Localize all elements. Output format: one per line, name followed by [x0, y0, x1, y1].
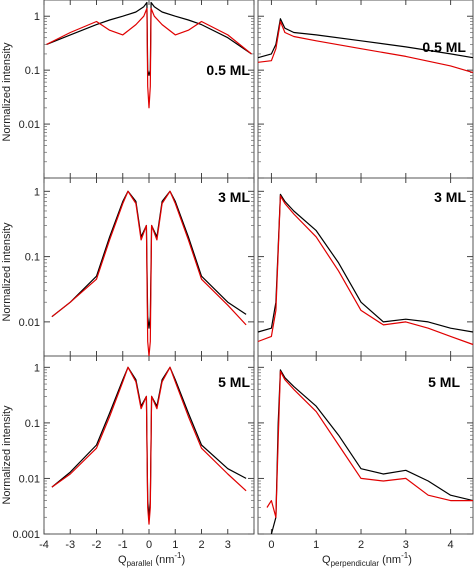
- x-tick-label-right: 4: [448, 539, 454, 551]
- panel-frame-left-top: [43, 0, 255, 179]
- x-tick-label-right: 1: [313, 539, 319, 551]
- x-tick-label-right: 2: [358, 539, 364, 551]
- y-tick-label-left-middle: 0.1: [25, 252, 40, 264]
- y-tick-label-left-middle: 0.01: [19, 317, 40, 329]
- panel-label-left-top: 0.5 ML: [206, 62, 250, 78]
- series-line-left-bottom-1: [51, 366, 247, 525]
- x-tick-label-left: -3: [65, 539, 75, 551]
- ylabel-middle: Normalized intensity: [1, 222, 13, 322]
- series-line-right-top-1: [257, 20, 474, 74]
- panel-label-left-bottom: 5 ML: [218, 374, 250, 390]
- x-tick-label-left: -1: [118, 539, 128, 551]
- plot-layer: 1 0.1 0.01 1 0.1 0.01 1 0.1 0.01 0.001-4 -3 -2 -1 0 1 2…: [12, 0, 474, 551]
- ylabel-bottom: Normalized intensity: [1, 405, 13, 505]
- x-tick-label-left: 1: [172, 539, 178, 551]
- y-tick-label-left-top: 0.1: [25, 65, 40, 77]
- x-right-close: ): [408, 554, 412, 566]
- panel-label-right-bottom: 5 ML: [428, 374, 460, 390]
- x-tick-label-left: 2: [198, 539, 204, 551]
- x-left-sup: -1: [174, 551, 182, 560]
- x-left-q: Q: [118, 554, 127, 566]
- series-line-left-top-1: [46, 7, 252, 109]
- y-tick-label-left-middle: 1: [34, 186, 40, 198]
- y-tick-label-left-bottom: 0.1: [25, 418, 40, 430]
- panel-label-right-middle: 3 ML: [434, 189, 466, 205]
- panel-label-left-middle: 3 ML: [218, 189, 250, 205]
- x-title-right: Qperpendicular (nm-1): [322, 551, 412, 568]
- y-tick-label-left-top: 0.01: [19, 119, 40, 131]
- series-line-right-bottom-0: [270, 369, 474, 535]
- svg-text:Qperpendicular (nm-1): Qperpendicular (nm-1): [322, 551, 412, 568]
- series-line-left-middle-0: [51, 190, 247, 329]
- x-right-sub: perpendicular: [331, 559, 380, 568]
- x-tick-label-left: 3: [225, 539, 231, 551]
- x-right-q: Q: [322, 554, 331, 566]
- y-tick-label-left-bottom: 0.01: [19, 473, 40, 485]
- series-line-right-middle-0: [257, 193, 474, 333]
- x-tick-label-left: -4: [39, 539, 49, 551]
- y-tick-label-left-bottom: 0.001: [12, 529, 40, 541]
- svg-text:Qparallel (nm-1): Qparallel (nm-1): [118, 551, 185, 568]
- x-right-unit: (nm: [382, 554, 401, 566]
- y-tick-label-left-bottom: 1: [34, 362, 40, 374]
- x-left-sub: parallel: [127, 559, 153, 568]
- x-tick-label-right: 3: [403, 539, 409, 551]
- series-line-left-bottom-0: [51, 366, 247, 518]
- series-line-left-top-0: [46, 1, 252, 76]
- ylabel-top: Normalized intensity: [1, 42, 13, 142]
- x-right-sup: -1: [401, 551, 409, 560]
- y-tick-label-left-top: 1: [34, 11, 40, 23]
- panel-label-right-top: 0.5 ML: [422, 39, 466, 55]
- series-line-right-top-0: [257, 18, 474, 59]
- panel-frame-right-top: [257, 0, 474, 179]
- series-line-right-middle-1: [257, 195, 474, 346]
- series-line-left-middle-1: [51, 190, 247, 357]
- x-tick-label-left: 0: [146, 539, 152, 551]
- x-title-left: Qparallel (nm-1): [118, 551, 185, 568]
- x-left-close: ): [182, 554, 186, 566]
- x-left-unit: (nm: [155, 554, 174, 566]
- series-line-right-bottom-1: [266, 370, 473, 518]
- x-tick-label-right: 0: [268, 539, 274, 551]
- x-tick-label-left: -2: [92, 539, 102, 551]
